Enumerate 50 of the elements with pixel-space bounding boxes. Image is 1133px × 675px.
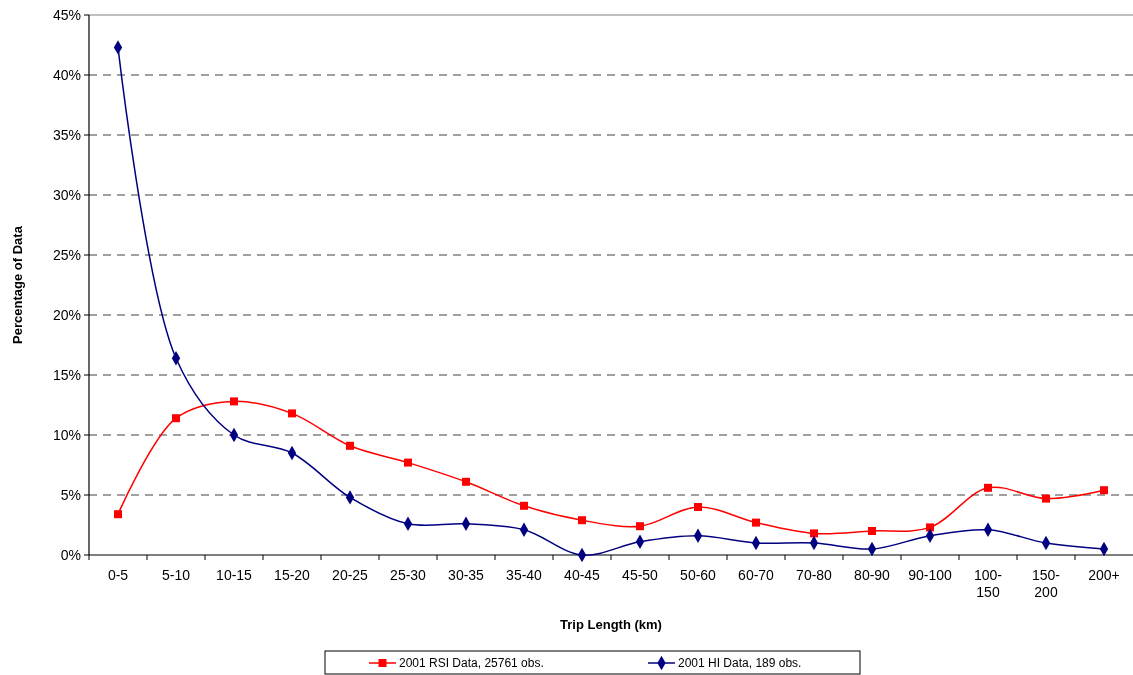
x-tick-label: 60-70 [738,567,775,583]
point [520,501,528,510]
x-tick-label: 40-45 [564,567,601,583]
point [636,522,644,531]
x-tick-label: 10-15 [216,567,253,583]
x-tick-label: 35-40 [506,567,543,583]
x-tick-label: 25-30 [390,567,427,583]
y-tick-label: 5% [60,486,81,503]
x-tick-label: 100-150 [973,567,1003,600]
point [404,458,412,467]
x-tick-label: 80-90 [854,567,891,583]
point [752,518,760,527]
point [346,441,354,450]
point [926,523,934,532]
legend-label: 2001 RSI Data, 25761 obs. [399,656,544,671]
x-tick-label: 15-20 [274,567,311,583]
point [230,397,238,406]
point [868,527,876,535]
point [288,409,296,418]
y-tick-label: 30% [52,186,81,203]
x-tick-label: 45-50 [622,567,659,583]
x-tick-label: 50-60 [680,567,717,583]
point [984,483,992,492]
y-tick-label: 25% [52,246,81,263]
x-tick-label: 70-80 [796,567,833,583]
x-axis-title: Trip Length (km) [560,617,662,632]
x-tick-label: 30-35 [448,567,485,583]
point [1100,486,1108,495]
x-tick-label: 90-100 [908,567,953,583]
point [694,503,702,511]
y-tick-label: 20% [52,306,81,323]
point [462,477,470,486]
y-tick-label: 45% [52,6,81,23]
x-tick-label: 20-25 [332,567,369,583]
x-tick-label: 5-10 [161,567,191,583]
x-tick-label: 150-200 [1031,567,1061,600]
y-tick-label: 10% [52,426,81,443]
x-tick-label: 0-5 [107,567,129,583]
point [810,529,818,538]
y-tick-label: 40% [52,66,81,83]
y-tick-label: 35% [52,126,81,143]
y-tick-label: 15% [52,366,81,383]
point [114,510,122,519]
x-tick-label: 200+ [1088,567,1120,583]
y-tick-label: 0% [60,546,81,563]
point [578,516,586,525]
point [172,414,180,423]
y-axis-title: Percentage of Data [10,225,25,344]
legend-label: 2001 HI Data, 189 obs. [678,656,802,671]
point [1042,494,1050,503]
